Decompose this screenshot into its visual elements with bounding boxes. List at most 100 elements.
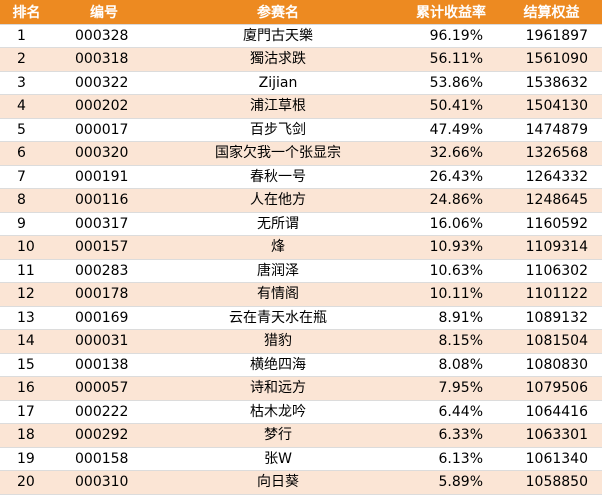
name-cell: 张W — [155, 447, 401, 471]
header-row: 排名 编号 参赛名 累计收益率 结算权益 — [0, 0, 602, 25]
return-cell: 50.41% — [401, 94, 501, 119]
rank-cell: 10 — [0, 235, 53, 260]
rank-cell: 9 — [0, 212, 53, 236]
table-row: 13 000169 云在青天水在瓶 8.91% 1089132 — [0, 306, 602, 330]
equity-cell: 1961897 — [501, 24, 602, 48]
table-row: 10 000157 烽 10.93% 1109314 — [0, 235, 602, 260]
return-cell: 10.93% — [401, 235, 501, 260]
table-row: 2 000318 獨沽求跌 56.11% 1561090 — [0, 47, 602, 72]
equity-cell: 1089132 — [501, 306, 602, 330]
name-cell: 春秋一号 — [155, 165, 401, 189]
table-row: 19 000158 张W 6.13% 1061340 — [0, 447, 602, 471]
equity-cell: 1081504 — [501, 329, 602, 354]
equity-cell: 1109314 — [501, 235, 602, 260]
code-cell: 000178 — [53, 282, 155, 307]
name-cell: 烽 — [155, 235, 401, 260]
code-cell: 000158 — [53, 447, 155, 471]
code-cell: 000310 — [53, 470, 155, 495]
code-cell: 000320 — [53, 141, 155, 166]
rank-cell: 4 — [0, 94, 53, 119]
table-row: 17 000222 枯木龙吟 6.44% 1064416 — [0, 400, 602, 424]
name-cell: 廈門古天樂 — [155, 24, 401, 48]
header-return: 累计收益率 — [401, 0, 501, 25]
header-rank: 排名 — [0, 0, 53, 25]
rank-cell: 1 — [0, 24, 53, 48]
rank-cell: 2 — [0, 47, 53, 72]
equity-cell: 1064416 — [501, 400, 602, 424]
name-cell: 横绝四海 — [155, 353, 401, 377]
equity-cell: 1160592 — [501, 212, 602, 236]
name-cell: 有情阁 — [155, 282, 401, 307]
equity-cell: 1061340 — [501, 447, 602, 471]
code-cell: 000283 — [53, 259, 155, 283]
code-cell: 000328 — [53, 24, 155, 48]
name-cell: 獨沽求跌 — [155, 47, 401, 72]
return-cell: 6.13% — [401, 447, 501, 471]
equity-cell: 1063301 — [501, 423, 602, 448]
return-cell: 10.11% — [401, 282, 501, 307]
rank-cell: 15 — [0, 353, 53, 377]
equity-cell: 1474879 — [501, 118, 602, 142]
name-cell: 枯木龙吟 — [155, 400, 401, 424]
equity-cell: 1538632 — [501, 71, 602, 95]
table-row: 11 000283 唐润泽 10.63% 1106302 — [0, 259, 602, 283]
code-cell: 000202 — [53, 94, 155, 119]
equity-cell: 1079506 — [501, 376, 602, 401]
table-row: 12 000178 有情阁 10.11% 1101122 — [0, 282, 602, 307]
return-cell: 7.95% — [401, 376, 501, 401]
rank-cell: 13 — [0, 306, 53, 330]
table-row: 3 000322 Zijian 53.86% 1538632 — [0, 71, 602, 95]
rank-cell: 19 — [0, 447, 53, 471]
rank-cell: 14 — [0, 329, 53, 354]
equity-cell: 1248645 — [501, 188, 602, 213]
rank-cell: 3 — [0, 71, 53, 95]
rank-cell: 6 — [0, 141, 53, 166]
table-row: 18 000292 梦行 6.33% 1063301 — [0, 423, 602, 448]
code-cell: 000031 — [53, 329, 155, 354]
code-cell: 000017 — [53, 118, 155, 142]
table-row: 16 000057 诗和远方 7.95% 1079506 — [0, 376, 602, 401]
rank-cell: 20 — [0, 470, 53, 495]
rank-cell: 17 — [0, 400, 53, 424]
return-cell: 6.33% — [401, 423, 501, 448]
return-cell: 26.43% — [401, 165, 501, 189]
name-cell: 无所谓 — [155, 212, 401, 236]
table-row: 9 000317 无所谓 16.06% 1160592 — [0, 212, 602, 236]
return-cell: 32.66% — [401, 141, 501, 166]
return-cell: 47.49% — [401, 118, 501, 142]
name-cell: 人在他方 — [155, 188, 401, 213]
code-cell: 000138 — [53, 353, 155, 377]
return-cell: 56.11% — [401, 47, 501, 72]
header-code: 编号 — [53, 0, 155, 25]
return-cell: 8.08% — [401, 353, 501, 377]
code-cell: 000317 — [53, 212, 155, 236]
rank-cell: 16 — [0, 376, 53, 401]
name-cell: Zijian — [155, 71, 401, 95]
name-cell: 向日葵 — [155, 470, 401, 495]
code-cell: 000222 — [53, 400, 155, 424]
table-row: 14 000031 猎豹 8.15% 1081504 — [0, 329, 602, 354]
code-cell: 000191 — [53, 165, 155, 189]
code-cell: 000318 — [53, 47, 155, 72]
table-row: 4 000202 浦江草根 50.41% 1504130 — [0, 94, 602, 119]
return-cell: 10.63% — [401, 259, 501, 283]
name-cell: 唐润泽 — [155, 259, 401, 283]
code-cell: 000157 — [53, 235, 155, 260]
rank-cell: 5 — [0, 118, 53, 142]
return-cell: 8.91% — [401, 306, 501, 330]
equity-cell: 1058850 — [501, 470, 602, 495]
rank-cell: 12 — [0, 282, 53, 307]
name-cell: 梦行 — [155, 423, 401, 448]
name-cell: 云在青天水在瓶 — [155, 306, 401, 330]
rank-cell: 18 — [0, 423, 53, 448]
name-cell: 诗和远方 — [155, 376, 401, 401]
name-cell: 百步飞剑 — [155, 118, 401, 142]
return-cell: 8.15% — [401, 329, 501, 354]
name-cell: 国家欠我一个张显宗 — [155, 141, 401, 166]
name-cell: 浦江草根 — [155, 94, 401, 119]
return-cell: 24.86% — [401, 188, 501, 213]
code-cell: 000292 — [53, 423, 155, 448]
rank-cell: 8 — [0, 188, 53, 213]
table-row: 20 000310 向日葵 5.89% 1058850 — [0, 470, 602, 495]
